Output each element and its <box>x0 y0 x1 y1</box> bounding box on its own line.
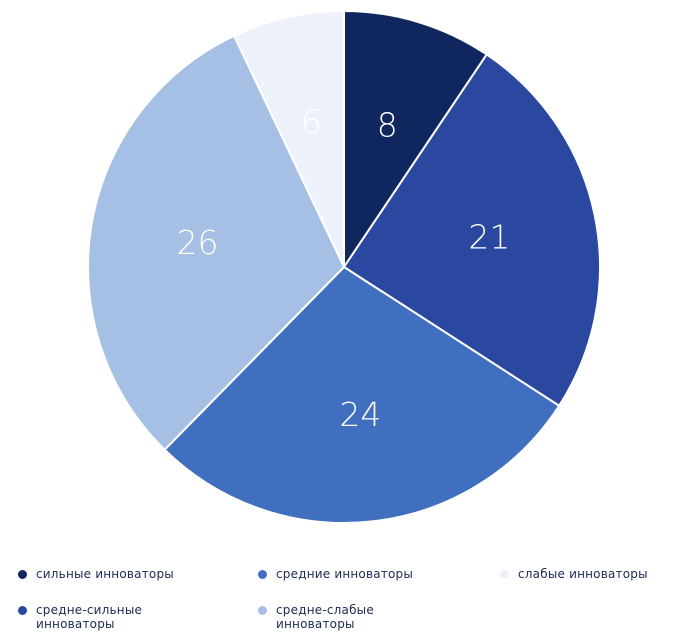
legend-label-medium: средние инноваторы <box>276 567 414 581</box>
pie-chart-svg: 8 21 24 26 6 <box>87 9 601 524</box>
pie-slice-5 <box>232 9 345 268</box>
legend-swatch-weak <box>500 570 509 579</box>
legend-item-strong: сильные инноваторы <box>18 567 206 581</box>
legend-item-medium: средние инноваторы <box>258 567 446 581</box>
legend-label-medium-strong: средне-сильные инноваторы <box>36 603 143 631</box>
slice-value-label-2: 21 <box>468 218 510 257</box>
legend-item-weak: слабые инноваторы <box>500 567 688 581</box>
legend-item-medium-strong: средне-сильные инноваторы <box>18 603 206 631</box>
legend-label-strong: сильные инноваторы <box>36 567 174 581</box>
legend-item-medium-weak: средне-слабые инноваторы <box>258 603 446 631</box>
pie-slice-2 <box>342 53 601 408</box>
pie-slice-3 <box>163 265 561 524</box>
legend: сильные инноваторы средние инноваторы сл… <box>0 555 694 639</box>
slice-value-label-1: 8 <box>377 105 398 144</box>
pie-slice-1 <box>343 9 489 271</box>
pie-slice-4 <box>87 34 346 452</box>
legend-swatch-medium <box>258 570 267 579</box>
legend-label-medium-weak: средне-слабые инноваторы <box>276 603 374 631</box>
legend-swatch-medium-strong <box>18 606 27 615</box>
slice-value-label-3: 24 <box>339 395 381 434</box>
slice-value-label-5: 6 <box>301 103 322 142</box>
legend-label-weak: слабые инноваторы <box>518 567 648 581</box>
slice-value-label-4: 26 <box>177 223 219 262</box>
legend-swatch-strong <box>18 570 27 579</box>
legend-swatch-medium-weak <box>258 606 267 615</box>
